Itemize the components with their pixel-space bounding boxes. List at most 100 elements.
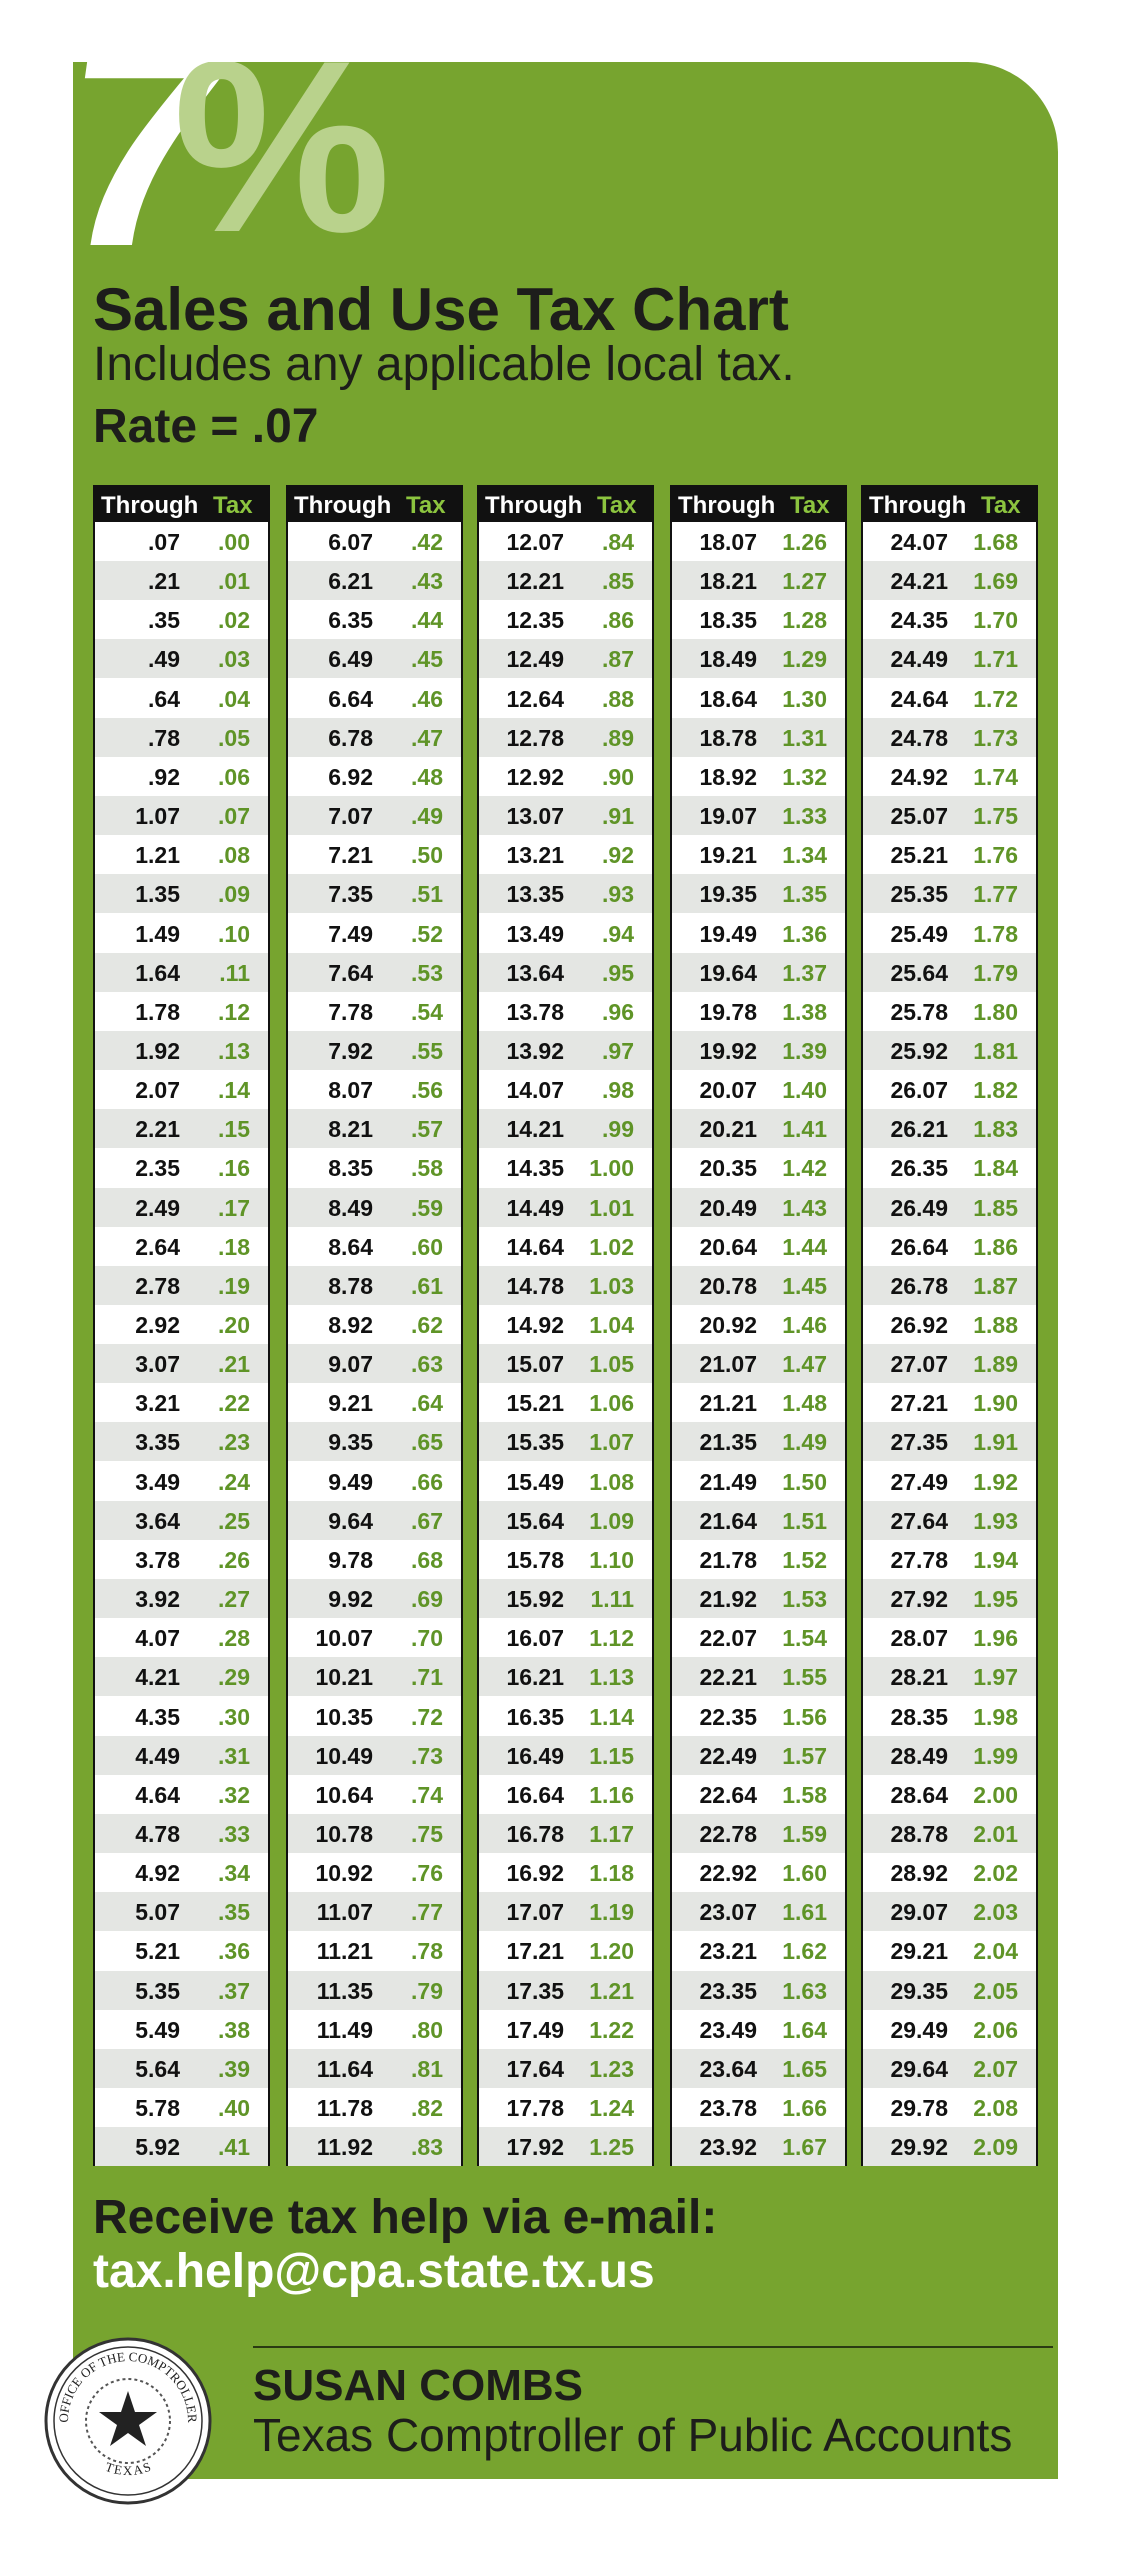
tax-cell: .37 bbox=[218, 1977, 250, 2004]
tax-cell: 1.28 bbox=[782, 607, 827, 634]
table-row: 8.64 .60 bbox=[288, 1226, 461, 1266]
tax-cell: 1.32 bbox=[782, 763, 827, 790]
table-row: 27.35 1.91 bbox=[863, 1422, 1036, 1462]
through-cell: 13.07 bbox=[506, 803, 564, 830]
tax-cell: .13 bbox=[218, 1037, 250, 1064]
through-cell: 20.92 bbox=[699, 1312, 757, 1338]
tax-cell: 1.64 bbox=[782, 2016, 827, 2043]
through-cell: 15.35 bbox=[506, 1429, 564, 1456]
through-cell: 8.35 bbox=[328, 1155, 373, 1182]
tax-cell: 1.13 bbox=[589, 1664, 634, 1691]
tax-cell: 1.75 bbox=[973, 803, 1018, 830]
table-row: 18.07 1.26 bbox=[672, 522, 845, 561]
tax-cell: .39 bbox=[218, 2055, 250, 2082]
tax-cell: 1.76 bbox=[973, 842, 1018, 869]
tax-cell: 1.18 bbox=[589, 1860, 634, 1887]
through-cell: 24.49 bbox=[890, 646, 948, 673]
through-cell: 19.78 bbox=[699, 998, 757, 1025]
tax-cell: .02 bbox=[218, 607, 250, 634]
tax-cell: .48 bbox=[411, 763, 443, 790]
through-cell: 12.49 bbox=[506, 646, 564, 673]
table-row: 11.64 .81 bbox=[288, 2048, 461, 2088]
table-row: 13.64 .95 bbox=[479, 952, 652, 992]
table-row: 6.21 .43 bbox=[288, 561, 461, 601]
tax-cell: 1.77 bbox=[973, 881, 1018, 908]
subtitle: Includes any applicable local tax. bbox=[93, 338, 795, 391]
tax-cell: .45 bbox=[411, 646, 443, 673]
tax-cell: .54 bbox=[411, 998, 443, 1025]
through-cell: 23.21 bbox=[699, 1938, 757, 1965]
table-row: 8.49 .59 bbox=[288, 1187, 461, 1227]
table-row: 24.64 1.72 bbox=[863, 678, 1036, 718]
through-cell: 29.21 bbox=[890, 1938, 948, 1965]
rate: Rate = .07 bbox=[93, 400, 319, 453]
table-row: 22.21 1.55 bbox=[672, 1657, 845, 1697]
through-cell: 27.92 bbox=[890, 1586, 948, 1613]
table-row: 27.07 1.89 bbox=[863, 1344, 1036, 1384]
table-row: 13.78 .96 bbox=[479, 991, 652, 1031]
tax-cell: .53 bbox=[411, 959, 443, 986]
table-row: 1.78 .12 bbox=[95, 991, 268, 1031]
through-cell: 16.21 bbox=[506, 1664, 564, 1691]
tax-cell: 1.17 bbox=[589, 1820, 634, 1847]
table-row: 28.07 1.96 bbox=[863, 1618, 1036, 1658]
table-row: 10.35 .72 bbox=[288, 1696, 461, 1736]
table-row: 22.35 1.56 bbox=[672, 1696, 845, 1736]
tax-cell: 1.87 bbox=[973, 1272, 1018, 1299]
tax-cell: .60 bbox=[411, 1233, 443, 1260]
table-row: 8.35 .58 bbox=[288, 1148, 461, 1188]
through-cell: 9.64 bbox=[328, 1507, 373, 1534]
tax-cell: 1.26 bbox=[782, 529, 827, 555]
table-row: 11.49 .80 bbox=[288, 2009, 461, 2049]
through-cell: 29.07 bbox=[890, 1899, 948, 1926]
column-header: Through Tax bbox=[863, 487, 1036, 524]
table-row: 24.35 1.70 bbox=[863, 600, 1036, 640]
table-row: 12.49 .87 bbox=[479, 639, 652, 679]
column-header: Through Tax bbox=[288, 487, 461, 524]
tax-cell: .98 bbox=[602, 1077, 634, 1104]
through-cell: 29.92 bbox=[890, 2134, 948, 2161]
through-cell: 20.64 bbox=[699, 1233, 757, 1260]
through-cell: 21.21 bbox=[699, 1390, 757, 1417]
through-cell: 21.64 bbox=[699, 1507, 757, 1534]
through-cell: 11.21 bbox=[316, 1938, 373, 1965]
through-cell: 12.64 bbox=[506, 685, 564, 712]
table-row: 28.92 2.02 bbox=[863, 1853, 1036, 1893]
through-cell: 13.35 bbox=[506, 881, 564, 908]
table-row: 12.07 .84 bbox=[479, 522, 652, 561]
table-row: 20.07 1.40 bbox=[672, 1070, 845, 1110]
through-cell: 25.21 bbox=[890, 842, 948, 869]
table-row: 16.49 1.15 bbox=[479, 1735, 652, 1775]
tax-cell: .40 bbox=[218, 2095, 250, 2121]
through-cell: 23.64 bbox=[699, 2055, 757, 2082]
through-cell: 14.49 bbox=[506, 1194, 564, 1221]
tax-cell: .27 bbox=[218, 1586, 250, 1613]
tax-cell: .28 bbox=[218, 1625, 250, 1652]
tax-cell: 1.51 bbox=[782, 1507, 827, 1534]
tax-cell: 1.59 bbox=[782, 1820, 827, 1847]
table-row: 28.78 2.01 bbox=[863, 1813, 1036, 1853]
table-row: 21.78 1.52 bbox=[672, 1539, 845, 1579]
through-cell: 12.78 bbox=[506, 724, 564, 751]
through-cell: 4.07 bbox=[135, 1625, 180, 1652]
tax-cell: 1.16 bbox=[589, 1781, 634, 1808]
tax-cell: 1.23 bbox=[589, 2055, 634, 2082]
table-row: 21.92 1.53 bbox=[672, 1579, 845, 1619]
tax-cell: .55 bbox=[411, 1037, 443, 1064]
tax-cell: 1.62 bbox=[782, 1938, 827, 1965]
table-row: 13.92 .97 bbox=[479, 1030, 652, 1070]
through-cell: 9.07 bbox=[328, 1351, 373, 1378]
tax-cell: .35 bbox=[218, 1899, 250, 1926]
table-row: 9.78 .68 bbox=[288, 1539, 461, 1579]
email: tax.help@cpa.state.tx.us bbox=[93, 2245, 655, 2298]
tax-cell: .41 bbox=[218, 2134, 250, 2161]
through-cell: 29.78 bbox=[890, 2095, 948, 2121]
table-row: 16.21 1.13 bbox=[479, 1657, 652, 1697]
table-row: 15.78 1.10 bbox=[479, 1539, 652, 1579]
table-row: 24.49 1.71 bbox=[863, 639, 1036, 679]
through-cell: 3.21 bbox=[135, 1390, 180, 1417]
table-row: 4.07 .28 bbox=[95, 1618, 268, 1658]
table-row: 23.49 1.64 bbox=[672, 2009, 845, 2049]
through-cell: 20.35 bbox=[699, 1155, 757, 1182]
tax-cell: 1.44 bbox=[782, 1233, 827, 1260]
